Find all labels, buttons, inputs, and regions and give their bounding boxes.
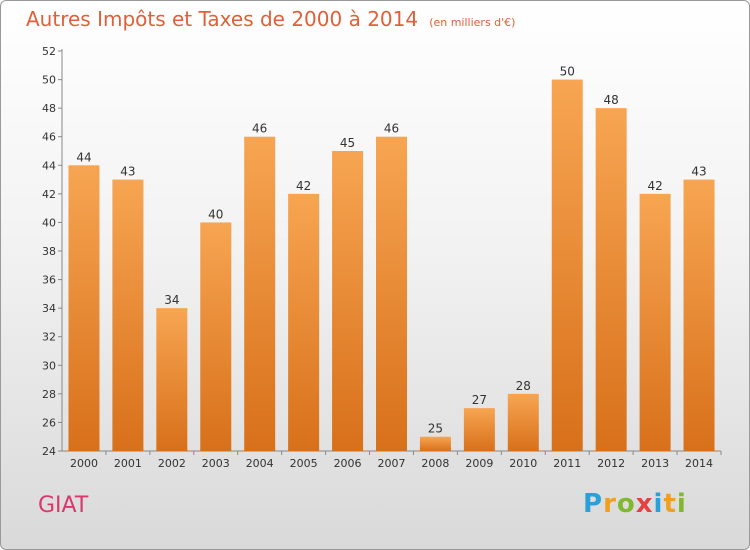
bar-2005 bbox=[288, 193, 320, 451]
bar-2012 bbox=[595, 108, 627, 452]
data-label-2008: 25 bbox=[428, 422, 443, 436]
x-axis: 2000 2001 2002 2003 2004 2005 2006 2007 2008 2009… bbox=[62, 450, 722, 470]
bar-2001 bbox=[112, 179, 144, 452]
bar-2009 bbox=[463, 408, 495, 451]
chart-unit: (en milliers d'€) bbox=[429, 16, 516, 29]
data-label-2012: 48 bbox=[604, 93, 619, 107]
bar-2006 bbox=[332, 151, 364, 451]
x-tick-label: 2002 bbox=[158, 457, 186, 470]
y-tick-label: 28 bbox=[42, 388, 56, 401]
y-tick-label: 38 bbox=[42, 245, 56, 258]
logo-letter: r bbox=[603, 489, 617, 519]
data-label-2006: 45 bbox=[340, 136, 355, 150]
bar-2011 bbox=[551, 79, 583, 452]
y-tick-label: 46 bbox=[42, 131, 56, 144]
bar-2000 bbox=[68, 165, 100, 452]
x-tick-label: 2011 bbox=[553, 457, 581, 470]
x-tick-label: 2013 bbox=[641, 457, 669, 470]
x-tick-label: 2006 bbox=[334, 457, 362, 470]
x-tick-label: 2000 bbox=[70, 457, 98, 470]
y-tick-label: 36 bbox=[42, 274, 56, 287]
chart-title: Autres Impôts et Taxes de 2000 à 2014 bbox=[26, 7, 419, 31]
bar-2010 bbox=[507, 393, 539, 451]
x-tick-label: 2005 bbox=[290, 457, 318, 470]
logo-letter: i bbox=[676, 489, 687, 519]
y-tick-label: 24 bbox=[42, 445, 56, 458]
bars bbox=[68, 79, 715, 452]
y-tick-label: 40 bbox=[42, 216, 56, 229]
data-label-2002: 34 bbox=[164, 293, 179, 307]
data-label-2014: 43 bbox=[691, 165, 706, 179]
bar-2004 bbox=[244, 136, 276, 451]
bar-2003 bbox=[200, 222, 232, 451]
x-tick-label: 2001 bbox=[114, 457, 142, 470]
commune-name: GIAT bbox=[38, 493, 89, 518]
data-label-2005: 42 bbox=[296, 179, 311, 193]
data-label-2000: 44 bbox=[76, 150, 91, 164]
y-tick-label: 44 bbox=[42, 159, 56, 172]
data-label-2011: 50 bbox=[560, 65, 575, 79]
y-tick-label: 32 bbox=[42, 331, 56, 344]
data-label-2009: 27 bbox=[472, 393, 487, 407]
y-tick-label: 42 bbox=[42, 188, 56, 201]
logo-letter: o bbox=[616, 489, 636, 519]
x-tick-label: 2007 bbox=[378, 457, 406, 470]
bar-2007 bbox=[376, 136, 407, 451]
x-tick-label: 2010 bbox=[509, 457, 537, 470]
bar-2002 bbox=[156, 308, 188, 451]
data-label-2004: 46 bbox=[252, 122, 267, 136]
data-labels: 44 43 34 40 46 42 45 46 25 27 28 50 48 42 43 bbox=[76, 65, 706, 436]
y-tick-label: 30 bbox=[42, 359, 56, 372]
y-tick-label: 26 bbox=[42, 416, 56, 429]
logo-letter: i bbox=[653, 489, 664, 519]
data-label-2013: 42 bbox=[647, 179, 662, 193]
proxiti-logo[interactable]: Proxiti bbox=[583, 489, 687, 519]
bar-2013 bbox=[639, 193, 671, 451]
logo-letter: P bbox=[583, 489, 604, 519]
y-tick-label: 50 bbox=[42, 74, 56, 87]
data-label-2003: 40 bbox=[208, 207, 223, 221]
logo-letter: t bbox=[663, 489, 677, 519]
y-tick-label: 48 bbox=[42, 102, 56, 115]
x-tick-label: 2008 bbox=[421, 457, 449, 470]
data-label-2007: 46 bbox=[384, 122, 399, 136]
x-tick-label: 2004 bbox=[246, 457, 274, 470]
x-tick-label: 2012 bbox=[597, 457, 625, 470]
data-label-2010: 28 bbox=[516, 379, 531, 393]
x-tick-label: 2014 bbox=[685, 457, 713, 470]
data-label-2001: 43 bbox=[120, 165, 135, 179]
x-tick-label: 2003 bbox=[202, 457, 230, 470]
y-tick-label: 52 bbox=[42, 45, 56, 58]
bar-2008 bbox=[419, 436, 451, 451]
logo-letter: x bbox=[635, 489, 654, 519]
y-axis: 24 26 28 30 32 34 36 38 40 42 44 46 48 50 52 bbox=[42, 45, 63, 458]
y-tick-label: 34 bbox=[42, 302, 56, 315]
bar-2014 bbox=[683, 179, 715, 452]
chart-title-block: Autres Impôts et Taxes de 2000 à 2014 (e… bbox=[26, 7, 515, 31]
x-tick-label: 2009 bbox=[465, 457, 493, 470]
